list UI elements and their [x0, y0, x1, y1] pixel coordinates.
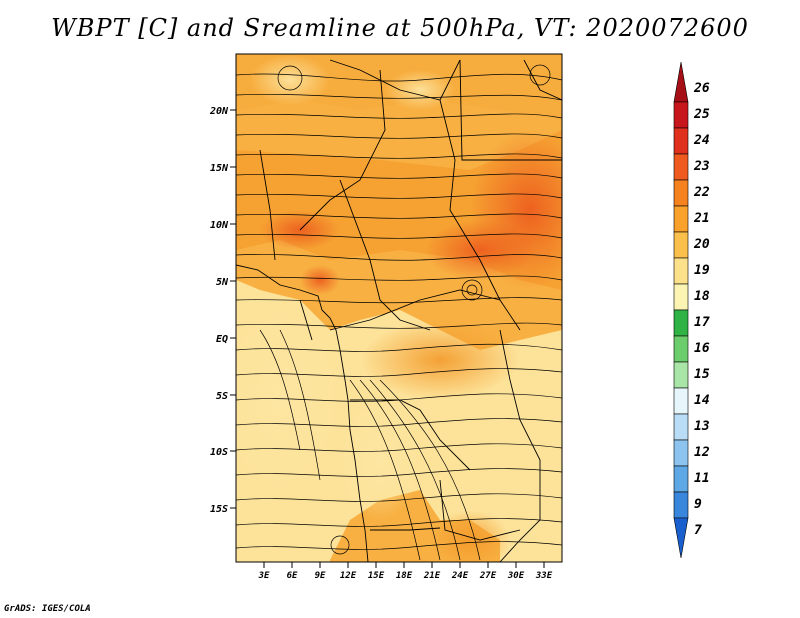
tick-marks [230, 109, 545, 568]
lat-label: EQ [216, 334, 228, 345]
lon-label: 33E [535, 571, 553, 581]
lat-label: 5S [216, 391, 228, 402]
plot-frame [235, 53, 563, 563]
colorbar-cell [673, 413, 689, 441]
colorbar-label: 7 [694, 523, 702, 538]
lon-label: 24E [451, 571, 469, 581]
colorbar-cell [673, 361, 689, 389]
lat-label: 10S [210, 447, 228, 458]
colorbar-label: 20 [693, 237, 710, 252]
lon-labels: 3E 6E 9E 12E 15E 18E 21E 24E 27E 30E 33E [258, 571, 553, 581]
footer-credit: GrADS: IGES/COLA [4, 604, 91, 614]
colorbar-label: 16 [694, 341, 710, 356]
country-borders [236, 59, 562, 562]
colorbar-label: 17 [694, 315, 710, 330]
lat-label: 15S [210, 504, 228, 515]
colorbar-label: 24 [693, 133, 710, 148]
colorbar-bottom-arrow [673, 517, 689, 559]
colorbar-cell [673, 491, 689, 519]
lon-label: 27E [479, 571, 497, 581]
colorbar-label: 13 [694, 419, 710, 434]
colorbar-cell [673, 309, 689, 337]
lon-label: 3E [258, 571, 270, 581]
colorbar-label: 12 [694, 445, 710, 460]
lon-label: 30E [507, 571, 525, 581]
colorbar-label: 19 [694, 263, 710, 278]
lat-label: 20N [209, 106, 229, 117]
lat-labels: 20N 15N 10N 5N EQ 5S 10S 15S [209, 106, 229, 515]
colorbar-label: 11 [694, 471, 710, 486]
lon-label: 6E [287, 571, 298, 581]
colorbar-cell [673, 127, 689, 155]
lat-label: 15N [210, 163, 229, 174]
colorbar-label: 22 [693, 185, 710, 200]
colorbar-label: 23 [693, 159, 710, 174]
colorbar-label: 18 [694, 289, 710, 304]
temperature-field [236, 54, 562, 562]
colorbar-cell [673, 179, 689, 207]
lon-label: 15E [368, 571, 385, 581]
colorbar-top-arrow [673, 61, 689, 103]
lon-label: 12E [340, 571, 357, 581]
colorbar-label: 14 [694, 393, 710, 408]
lon-label: 18E [396, 571, 413, 581]
lon-label: 21E [423, 571, 441, 581]
colorbar: 26 25 24 23 22 21 20 19 18 17 16 15 14 1… [673, 61, 710, 559]
colorbar-cell [673, 101, 689, 129]
colorbar-label: 15 [694, 367, 710, 382]
streamlines [236, 64, 562, 561]
colorbar-cell [673, 387, 689, 415]
colorbar-cell [673, 153, 689, 181]
lat-label: 5N [216, 277, 229, 288]
colorbar-label: 25 [693, 107, 710, 122]
colorbar-cell [673, 283, 689, 311]
colorbar-cell [673, 205, 689, 233]
lon-label: 9E [315, 571, 326, 581]
map-title: WBPT [C] and Sreamline at 500hPa, VT: 20… [51, 14, 749, 42]
colorbar-cell [673, 335, 689, 363]
colorbar-cell [673, 257, 689, 285]
colorbar-label: 26 [693, 81, 710, 96]
colorbar-label: 9 [694, 497, 702, 512]
colorbar-cell [673, 231, 689, 259]
colorbar-label: 21 [693, 211, 710, 226]
colorbar-cell [673, 439, 689, 467]
colorbar-cell [673, 465, 689, 493]
lat-label: 10N [210, 220, 229, 231]
